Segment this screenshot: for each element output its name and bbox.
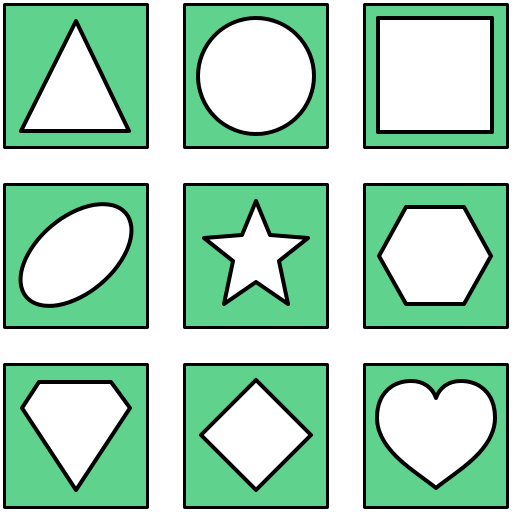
square-icon [376,16,494,134]
tile-triangle[interactable] [3,3,149,149]
tile-heart[interactable] [363,363,509,509]
heart-icon [375,379,497,490]
gem-icon [20,380,132,492]
diamond-icon [199,378,313,492]
tile-hexagon[interactable] [363,183,509,329]
ellipse-icon [18,202,134,308]
tile-square[interactable] [363,3,509,149]
star-icon [202,199,310,306]
tile-circle[interactable] [183,3,329,149]
tile-diamond[interactable] [183,363,329,509]
hexagon-icon [377,205,493,306]
tile-star[interactable] [183,183,329,329]
tile-ellipse[interactable] [3,183,149,329]
circle-icon [196,16,316,136]
tile-diamond-gem[interactable] [3,363,149,509]
triangle-icon [19,19,131,133]
